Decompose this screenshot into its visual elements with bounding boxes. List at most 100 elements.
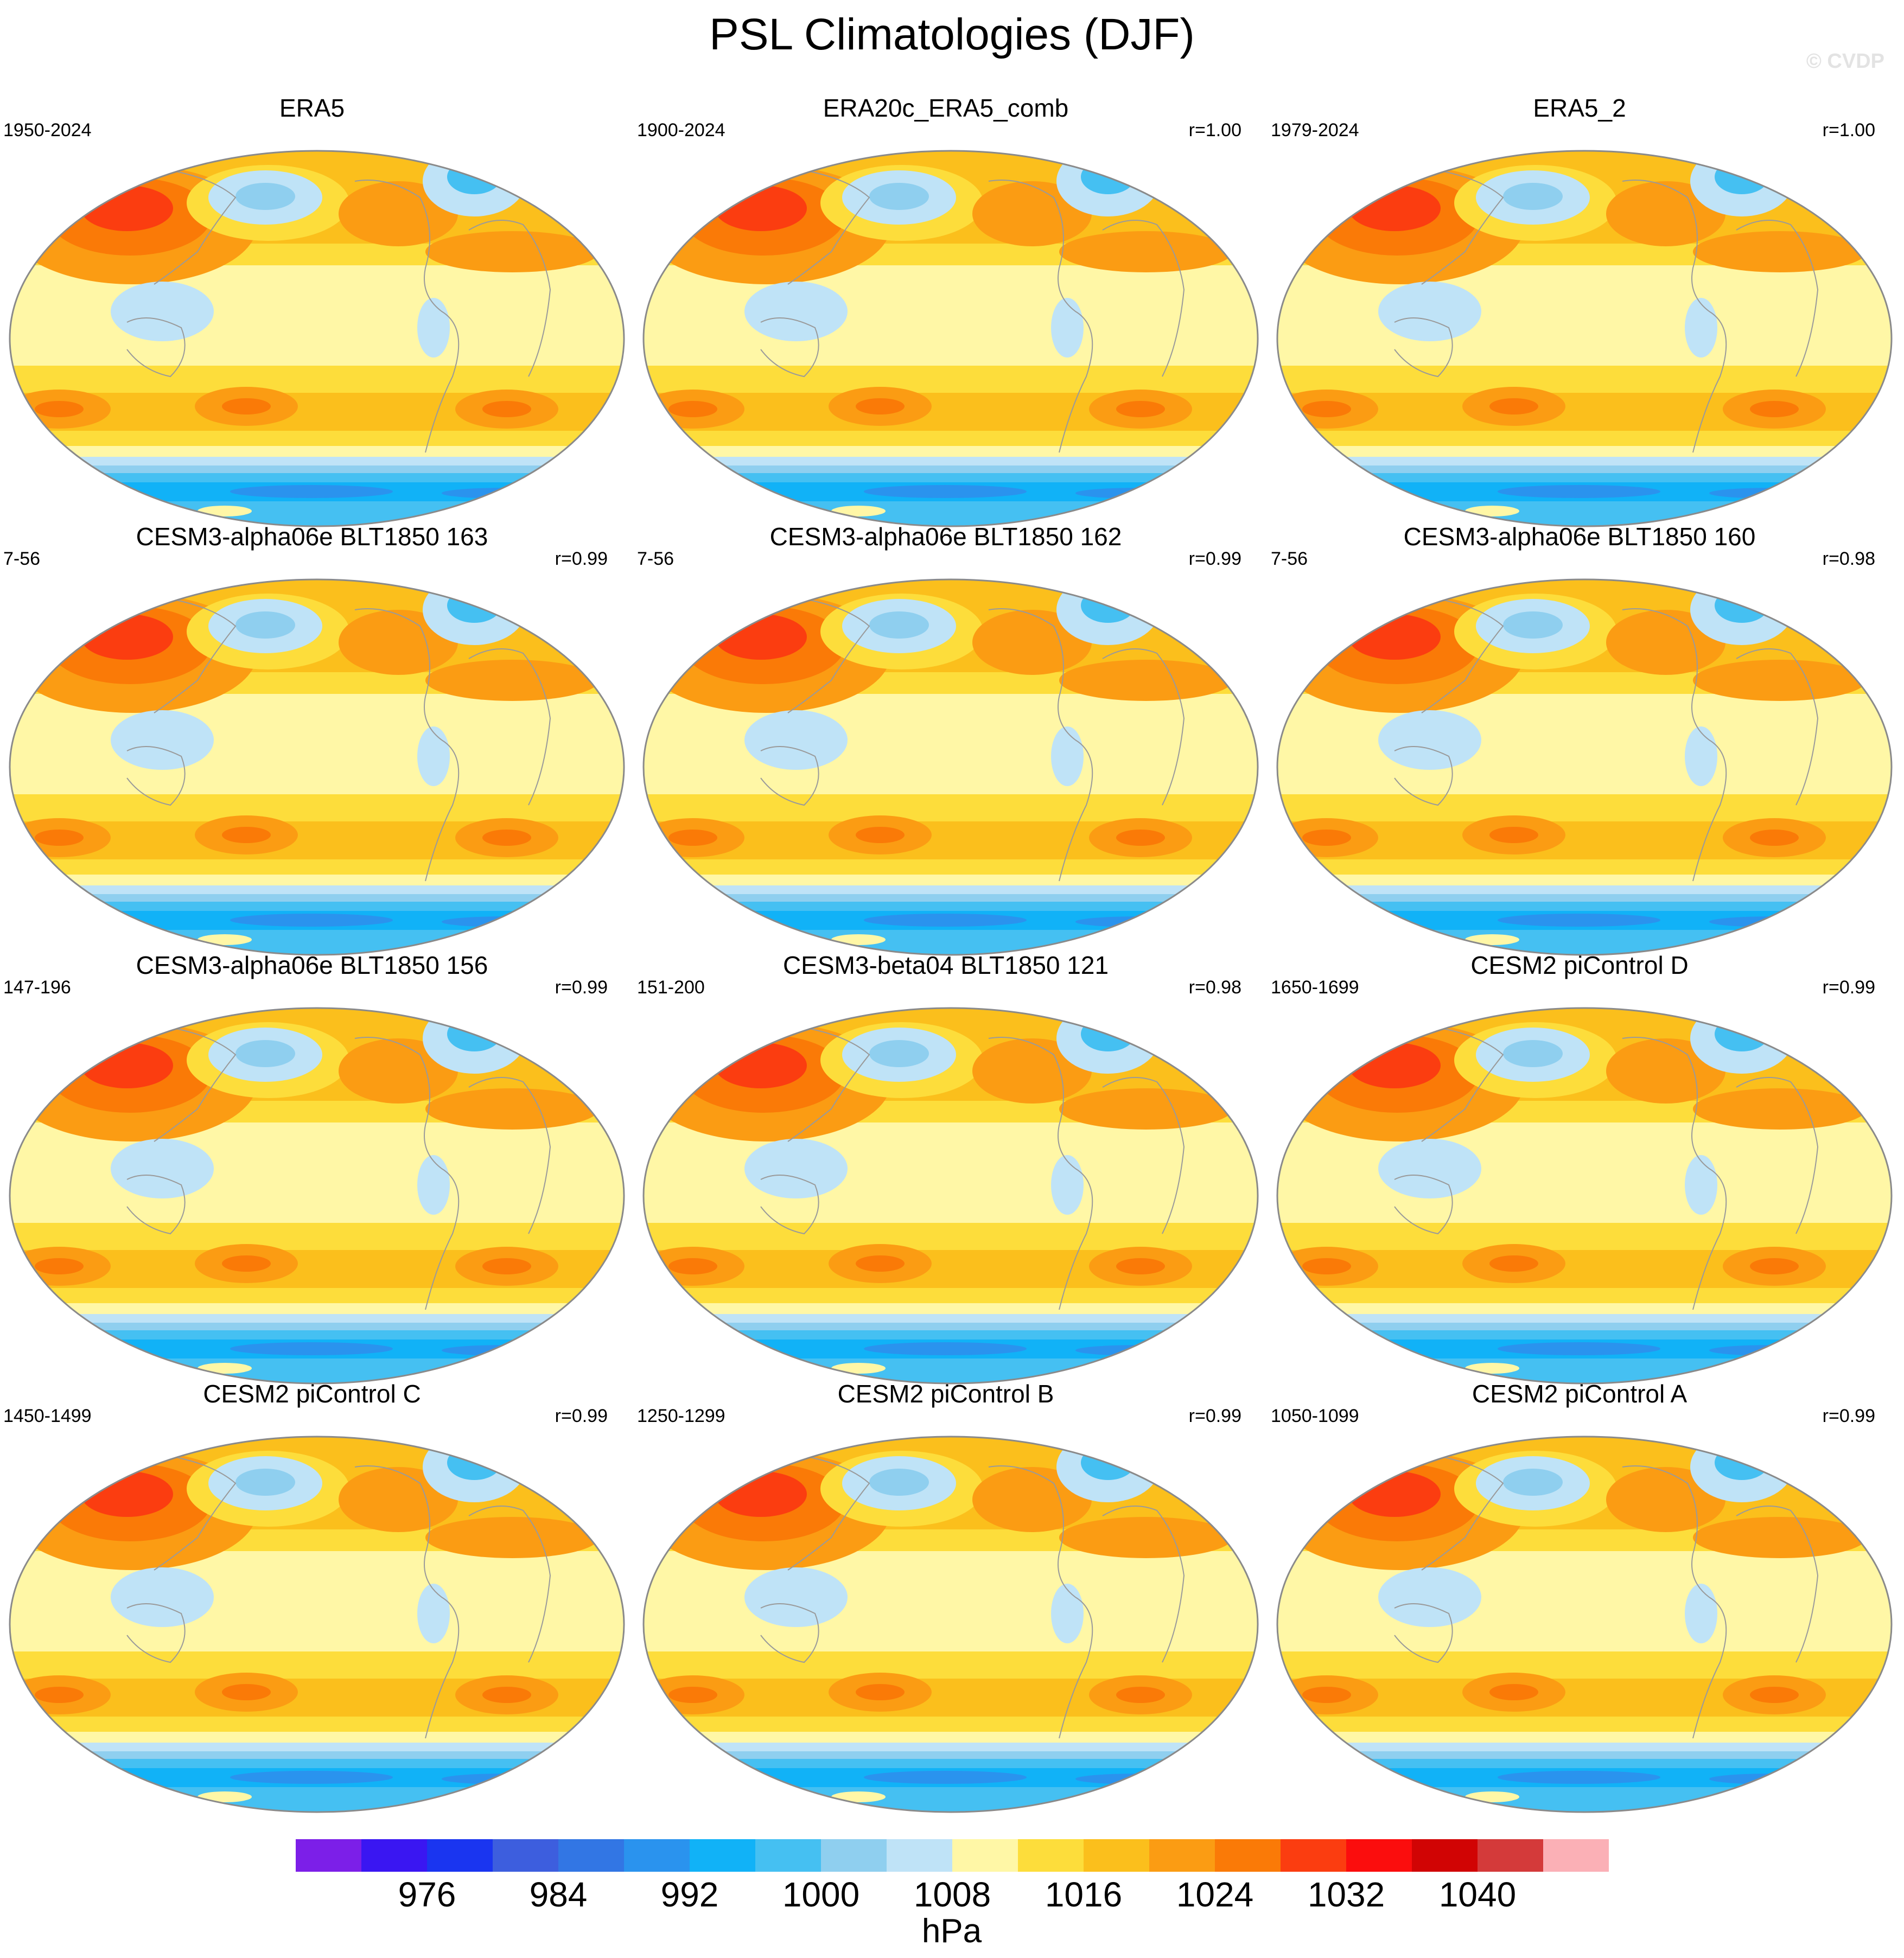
south-indian-high-core [1302,1687,1351,1703]
map-panel: ERA20c_ERA5_comb 1900-2024 r=1.00 [634,92,1259,527]
panel-title: CESM3-alpha06e BLT1850 162 [769,522,1122,551]
band-sh-front [1277,1303,1892,1314]
band-sh-60s [644,473,1258,482]
band-sh-50s [644,1314,1258,1323]
psl-map [642,1436,1259,1813]
band-sh-subtrop-edge [1277,794,1892,821]
band-sh-60s [10,473,624,482]
map-panel: ERA5 1950-2024 [0,92,625,527]
band-sh-front [10,446,624,457]
amazon-low [417,298,450,358]
map-panel: CESM2 piControl A 1050-1099 r=0.99 [1268,1378,1893,1813]
map-outline [9,578,625,956]
trough-deep-indian [442,488,572,499]
band-sh-50s [644,457,1258,465]
south-indian-high-core [35,401,84,417]
colorbar-tick-label: 1024 [1176,1875,1254,1914]
panel-period: 7-56 [3,549,41,569]
band-sh-50s [10,1743,624,1751]
psl-map [642,150,1259,527]
amazon-low [1685,726,1717,786]
band-sh-midlat [1277,859,1892,875]
aleutian-low-core [869,1040,929,1067]
panel-title: ERA5_2 [1533,94,1626,122]
coastline-3 [1736,1506,1819,1663]
coastline-2 [988,1465,1093,1739]
psl-map [1276,578,1893,956]
colorbar-swatch [361,1839,428,1872]
antarctic-high-patch [1465,506,1519,516]
map-outline [9,150,625,527]
panel-correlation: r=0.99 [1188,549,1241,569]
maritime-low [1378,1139,1481,1198]
panel-period: 1250-1299 [637,1406,725,1426]
antarctic-high-patch [1465,934,1519,945]
map-outline [9,1436,625,1813]
coastline-2 [1622,180,1727,453]
south-pacific-high-core [856,1684,905,1700]
trough-deep-pacific [864,914,1027,927]
south-indian-high-core [1302,830,1351,846]
map-outline [1276,578,1893,956]
aleutian-low-core [1503,611,1563,639]
coastline-2 [988,608,1093,882]
band-sh-subtrop-edge [644,366,1258,393]
south-indian-high-core [668,1258,717,1274]
south-atlantic-high-core [1750,1687,1799,1703]
band-sh-60s [10,1759,624,1768]
colorbar-swatch [493,1839,559,1872]
aleutian-low-core [235,183,295,210]
amazon-low [1051,298,1084,358]
maritime-low [744,1567,848,1627]
band-sh-55s [644,1751,1258,1759]
colorbar-swatch [1412,1839,1478,1872]
panel-correlation: r=0.99 [1188,1406,1241,1426]
panel-title: CESM2 piControl C [203,1380,421,1408]
map-panel: ERA5_2 1979-2024 r=1.00 [1268,92,1893,527]
south-atlantic-high-core [1750,401,1799,417]
map-outline [642,150,1259,527]
band-sh-60s [644,902,1258,911]
band-sh-60s [644,1759,1258,1768]
colorbar-swatch [755,1839,822,1872]
coastline-4 [760,1175,819,1235]
coastline-2 [1622,1465,1727,1739]
band-sh-50s [10,457,624,465]
panel-title: CESM3-beta04 BLT1850 121 [782,951,1109,979]
south-indian-high-core [668,1687,717,1703]
south-indian-high-core [1302,401,1351,417]
coastline-3 [468,648,551,806]
south-pacific-high-core [222,1255,271,1272]
panel-correlation: r=0.99 [1822,1406,1875,1426]
map-outline [642,578,1259,956]
maritime-low [744,1139,848,1198]
amazon-low [1051,1155,1084,1215]
amazon-low [417,726,450,786]
coastline-4 [1394,1175,1453,1235]
band-sh-subtrop-edge [10,1651,624,1679]
coastline-3 [468,220,551,377]
coastline-2 [1622,608,1727,882]
map-panel: CESM3-alpha06e BLT1850 162 7-56 r=0.99 [634,521,1259,956]
panel-period: 1050-1099 [1271,1406,1359,1426]
map-outline [1276,1436,1893,1813]
maritime-low [1378,710,1481,770]
panel-correlation: r=1.00 [1188,120,1241,141]
band-sh-front [1277,446,1892,457]
panel-period: 7-56 [1271,549,1308,569]
band-sh-midlat [644,1717,1258,1732]
trough-deep-pacific [1498,914,1660,927]
maritime-low [111,1139,214,1198]
band-sh-60s [1277,473,1892,482]
trough-deep-indian [442,1774,572,1784]
south-indian-high-core [668,401,717,417]
azores-high [1693,660,1867,701]
colorbar [296,1839,1609,1872]
maritime-low [111,710,214,770]
coastline-3 [468,1077,551,1234]
band-sh-50s [10,885,624,894]
panel-correlation: r=0.98 [1188,977,1241,998]
antarctic-high-patch [198,1363,252,1374]
coastline-3 [1102,648,1185,806]
north-american-high [972,1467,1092,1532]
